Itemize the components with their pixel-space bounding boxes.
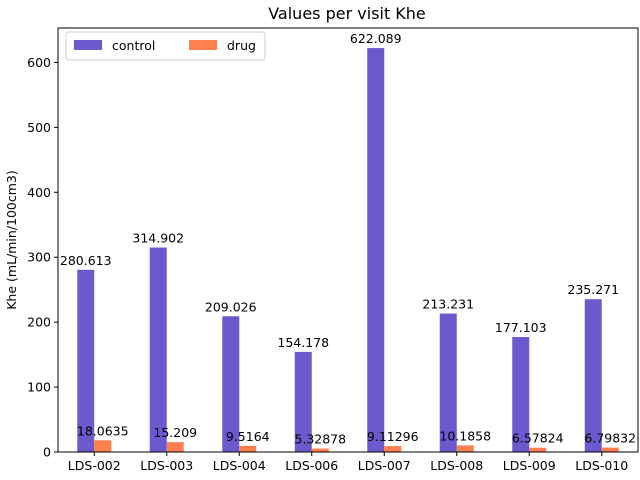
y-tick-label: 300 — [27, 250, 51, 265]
bar-control-LDS-002 — [77, 269, 95, 452]
y-tick-label: 600 — [27, 55, 51, 70]
legend: control drug — [65, 31, 266, 61]
data-label-control-LDS-010: 235.271 — [567, 282, 619, 297]
data-label-control-LDS-002: 280.613 — [60, 253, 112, 268]
x-tick-label-LDS-003: LDS-003 — [140, 458, 193, 473]
plot-area: 280.613 314.902 209.026 154.178 622.089 213.2… — [27, 27, 639, 473]
legend-swatch-drug — [189, 40, 217, 50]
data-label-control-LDS-008: 213.231 — [422, 297, 474, 312]
legend-box — [65, 31, 266, 61]
bar-drug-LDS-007 — [384, 446, 402, 452]
y-axis-label: Khe (mL/min/100cm3) — [4, 170, 19, 310]
bar-control-LDS-007 — [367, 48, 385, 452]
x-tick-label-LDS-007: LDS-007 — [358, 458, 411, 473]
bar-drug-LDS-006 — [311, 448, 329, 452]
y-tick-label: 400 — [27, 185, 51, 200]
bar-drug-LDS-002 — [94, 440, 112, 452]
legend-swatch-control — [74, 40, 102, 50]
data-label-control-LDS-007: 622.089 — [350, 31, 402, 46]
data-label-drug-LDS-004: 9.5164 — [226, 429, 270, 444]
bar-drug-LDS-003 — [166, 442, 184, 452]
data-label-control-LDS-003: 314.902 — [132, 231, 184, 246]
bar-control-LDS-008 — [439, 313, 457, 452]
x-tick-label-LDS-004: LDS-004 — [213, 458, 266, 473]
bar-control-LDS-010 — [584, 299, 602, 452]
bar-control-LDS-009 — [512, 337, 530, 452]
legend-label-control: control — [112, 38, 155, 53]
data-label-drug-LDS-007: 9.11296 — [367, 429, 419, 444]
x-tick-label-LDS-008: LDS-008 — [430, 458, 483, 473]
bar-control-LDS-004 — [222, 316, 240, 452]
bar-control-LDS-003 — [149, 247, 167, 452]
bar-control-LDS-006 — [294, 351, 312, 452]
data-label-control-LDS-009: 177.103 — [495, 320, 547, 335]
data-label-control-LDS-006: 154.178 — [277, 335, 329, 350]
bar-drug-LDS-004 — [239, 445, 257, 452]
data-label-drug-LDS-008: 10.1858 — [439, 428, 491, 443]
x-tick-label-LDS-002: LDS-002 — [68, 458, 121, 473]
y-tick-label: 200 — [27, 315, 51, 330]
y-tick-label: 100 — [27, 380, 51, 395]
y-tick-label: 500 — [27, 120, 51, 135]
y-tick-label: 0 — [43, 445, 51, 460]
x-tick-label-LDS-009: LDS-009 — [503, 458, 556, 473]
data-label-control-LDS-004: 209.026 — [205, 299, 257, 314]
chart-title: Values per visit Khe — [268, 4, 426, 23]
bar-drug-LDS-009 — [529, 447, 547, 452]
data-label-drug-LDS-009: 6.57824 — [512, 431, 564, 446]
bar-drug-LDS-008 — [456, 445, 474, 452]
bar-drug-LDS-010 — [601, 447, 619, 452]
legend-label-drug: drug — [227, 38, 256, 53]
data-label-drug-LDS-006: 5.32878 — [294, 432, 346, 447]
axes-frame — [57, 27, 639, 453]
data-label-drug-LDS-003: 15.209 — [153, 425, 197, 440]
x-tick-label-LDS-010: LDS-010 — [575, 458, 628, 473]
data-label-drug-LDS-010: 6.79832 — [584, 431, 636, 446]
data-label-drug-LDS-002: 18.0635 — [77, 423, 129, 438]
x-tick-label-LDS-006: LDS-006 — [285, 458, 338, 473]
